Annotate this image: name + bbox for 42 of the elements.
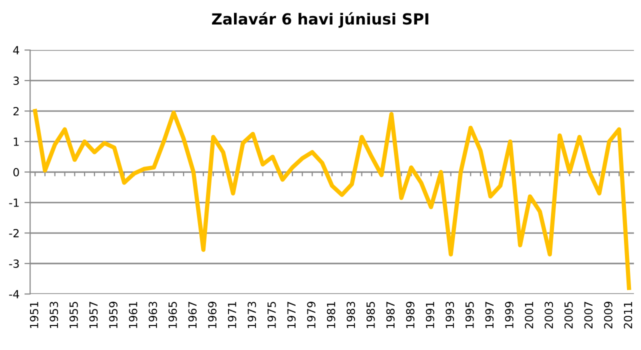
y-tick-label: -4 [9,290,20,298]
x-tick-label: 1975 [267,302,276,328]
x-tick-label: 1997 [485,302,494,328]
x-tick-label: 1995 [465,302,474,328]
chart-title: Zalavár 6 havi júniusi SPI [212,12,428,28]
y-tick-label: -2 [9,228,19,238]
x-tick-label: 1981 [326,302,336,328]
y-tick-label: 1 [14,138,19,146]
x-tick-label: 2003 [544,302,554,328]
y-tick-label: 2 [13,107,19,116]
y-tick-label: -3 [9,259,19,268]
x-tick-label: 1991 [426,302,434,328]
y-tick-label: -1 [9,198,19,207]
y-tick-label: 3 [13,76,19,85]
x-tick-label: 1983 [346,302,356,328]
x-tick-label: 1963 [148,302,158,328]
x-tick-label: 1957 [89,302,98,328]
x-tick-label: 1987 [386,302,395,328]
x-tick-label: 1993 [446,302,454,328]
x-tick-label: 1953 [50,302,58,328]
x-tick-label: 2001 [524,302,534,328]
x-tick-label: 1989 [406,302,414,328]
x-tick-label: 1951 [30,302,38,328]
x-tick-label: 2007 [584,302,593,328]
x-tick-label: 1955 [69,302,78,328]
x-tick-label: 1965 [168,302,177,328]
x-tick-label: 1967 [188,302,197,328]
x-tick-label: 1973 [248,302,256,328]
x-tick-label: 1999 [505,302,514,328]
x-tick-label: 1969 [208,302,216,328]
x-tick-label: 2009 [604,302,612,328]
x-tick-label: 2011 [624,302,632,328]
x-tick-label: 1959 [109,302,118,328]
x-tick-label: 1977 [287,302,296,328]
y-tick-label: 0 [13,168,19,176]
x-tick-label: 1979 [307,302,316,328]
y-tick-label: 4 [13,46,20,54]
x-tick-label: 1971 [228,302,236,328]
x-tick-label: 1961 [128,302,138,328]
x-tick-label: 1985 [366,302,375,328]
x-tick-label: 2005 [564,302,573,328]
line-series [32,108,632,290]
